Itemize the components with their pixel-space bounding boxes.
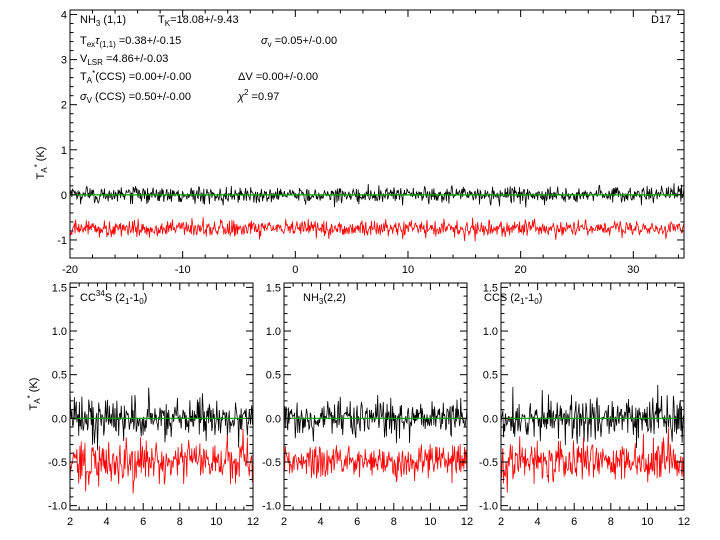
annotation-tex-tau: Texτ(1,1) =0.38+/-0.15 [80,35,181,49]
x-tick-label: 4 [104,516,110,528]
plot-frame-ccs34 [69,282,254,511]
x-tick-label: 12 [678,516,690,528]
annotation-chi2: χ2 =0.97 [237,88,279,103]
top-ylabel: TA* (K) [33,147,49,180]
y-tick-label: -0.5 [479,457,498,469]
series-data-ccs [500,384,685,449]
chart-panel-ccs: 2 4 6 8 10 12 -1.0 -0.5 0.0 0.5 1.0 1.5 [479,282,690,528]
x-tick-label: 12 [247,516,259,528]
series-fit-nh3_22 [283,443,468,484]
annotation-delta-v: ΔV =0.00+/-0.00 [238,71,318,83]
x-tick-label: 10 [210,516,222,528]
x-tick-label: 8 [177,516,183,528]
panel-label: D17 [651,14,671,26]
annotation-tk: TK=18.08+/-9.43 [158,14,239,28]
y-tick-label: 4 [61,10,67,22]
series-data-nh3_22 [283,394,468,444]
series-fit-ccs [500,428,685,493]
y-tick-label: 1.0 [483,326,498,338]
y-tick-label: -1 [57,235,67,247]
y-tick-label: 0 [61,190,67,202]
y-tick-label: -1.0 [48,501,67,513]
y-tick-label: 0.5 [52,370,67,382]
annotation-nh3-line: NH3 (1,1) [80,14,126,28]
panel-title-nh3-22: NH3(2,2) [303,292,346,306]
series-data-ccs34 [69,387,254,451]
x-tick-label: 2 [281,516,287,528]
y-tick-label: 2 [61,100,67,112]
x-tick-label: 6 [354,516,360,528]
top-annotations: NH3 (1,1) TK=18.08+/-9.43 D17 Texτ(1,1) … [80,14,671,105]
x-tick-label: 30 [627,264,639,276]
y-tick-label: -0.5 [262,457,281,469]
x-tick-label: -10 [175,264,191,276]
plot-frame-top [69,9,685,259]
y-tick-label: -1.0 [262,501,281,513]
plot-frame-ccs [500,282,685,511]
x-tick-label: 0 [292,264,298,276]
y-tick-label: 0.5 [483,370,498,382]
y-tick-label: 0.5 [266,370,281,382]
y-tick-label: 1.0 [52,326,67,338]
x-tick-label: 8 [391,516,397,528]
y-tick-label: 0.0 [52,413,67,425]
x-tick-label: -20 [62,264,78,276]
series-fit-ccs34 [69,429,254,494]
y-tick-label: 3 [61,55,67,67]
x-tick-label: 2 [498,516,504,528]
x-tick-label: 6 [571,516,577,528]
x-tick-label: 2 [67,516,73,528]
x-tick-label: 12 [461,516,473,528]
y-tick-label: 0.0 [483,413,498,425]
y-tick-label: 1 [61,145,67,157]
x-tick-label: 20 [515,264,527,276]
y-tick-label: -1.0 [479,501,498,513]
x-tick-label: 6 [140,516,146,528]
x-tick-label: 8 [608,516,614,528]
bottom-ylabel: TA* (K) [26,378,42,411]
y-tick-label: 0.0 [266,413,281,425]
series-fit-top [69,217,685,242]
panel-title-ccs: CCS (21-10) [484,292,542,306]
annotation-sigma-ccs: σV (CCS) =0.50+/-0.00 [80,91,191,105]
chart-panel-ccs34: 2 4 6 8 10 12 -1.0 -0.5 0.0 0.5 1.0 1.5 [48,282,259,528]
y-tick-label: -0.5 [48,457,67,469]
x-tick-label: 10 [424,516,436,528]
chart-panel-nh3_22: 2 4 6 8 10 12 -1.0 -0.5 0.0 0.5 1.0 1.5 [262,282,473,528]
y-tick-label: 1.5 [483,282,498,294]
y-tick-label: 1.0 [266,326,281,338]
x-tick-label: 10 [641,516,653,528]
annotation-ta-ccs: TA*(CCS) =0.00+/-0.00 [80,69,191,85]
x-tick-label: 4 [318,516,324,528]
y-tick-label: 1.5 [266,282,281,294]
annotation-sigma-v: σv =0.05+/-0.00 [261,35,337,49]
y-tick-label: 1.5 [52,282,67,294]
x-tick-label: 4 [535,516,541,528]
panel-title-cc34s: CC34S (21-10) [80,289,147,306]
x-tick-label: 10 [402,264,414,276]
annotation-vlsr: VLSR =4.86+/-0.03 [80,53,168,67]
